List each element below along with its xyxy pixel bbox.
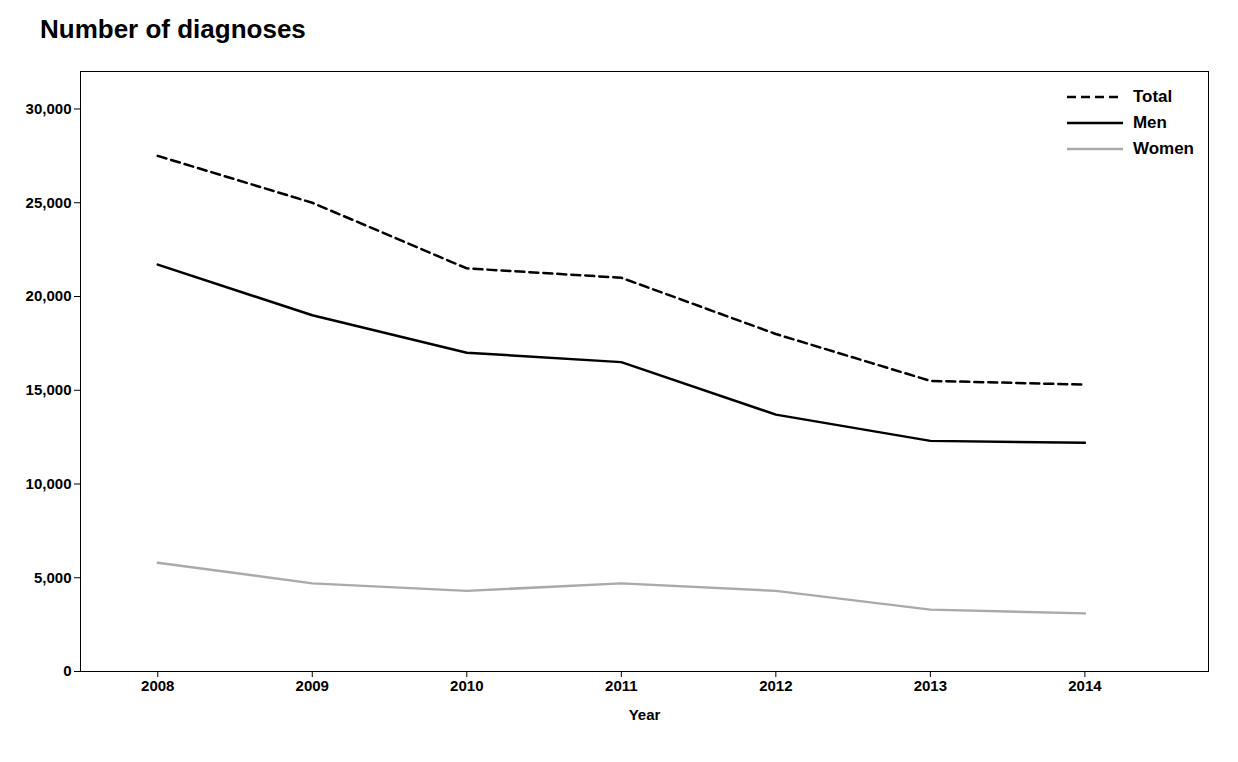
svg-text:15,000: 15,000 [26, 381, 72, 398]
svg-text:2008: 2008 [141, 677, 174, 694]
svg-text:0: 0 [63, 662, 71, 679]
html-text:Men: Men [1132, 113, 1167, 132]
svg-text:Year: Year [629, 706, 661, 723]
svg-text:2011: 2011 [605, 677, 638, 694]
svg-text:10,000: 10,000 [26, 475, 72, 492]
svg-text:2009: 2009 [296, 677, 329, 694]
html-text:Women: Women [1132, 139, 1194, 158]
svg-text:2014: 2014 [1068, 677, 1102, 694]
svg-text:30,000: 30,000 [26, 100, 72, 117]
svg-text:25,000: 25,000 [26, 194, 72, 211]
svg-text:2010: 2010 [450, 677, 483, 694]
html-text:Number of diagnoses: Number of diagnoses [40, 14, 306, 44]
svg-text:20,000: 20,000 [26, 287, 72, 304]
html-text:Total: Total [1132, 87, 1173, 106]
svg-text:5,000: 5,000 [34, 569, 72, 586]
svg-text:2012: 2012 [759, 677, 792, 694]
svg-text:2013: 2013 [914, 677, 947, 694]
